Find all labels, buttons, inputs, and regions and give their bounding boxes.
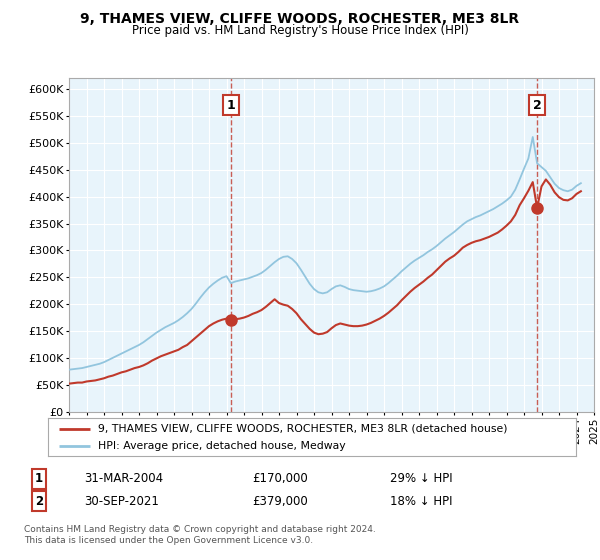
Text: £379,000: £379,000 [252,494,308,508]
Text: 9, THAMES VIEW, CLIFFE WOODS, ROCHESTER, ME3 8LR: 9, THAMES VIEW, CLIFFE WOODS, ROCHESTER,… [80,12,520,26]
Text: 29% ↓ HPI: 29% ↓ HPI [390,472,452,486]
Text: Contains HM Land Registry data © Crown copyright and database right 2024.
This d: Contains HM Land Registry data © Crown c… [24,525,376,545]
Text: £170,000: £170,000 [252,472,308,486]
Text: 30-SEP-2021: 30-SEP-2021 [84,494,159,508]
Text: HPI: Average price, detached house, Medway: HPI: Average price, detached house, Medw… [98,441,346,451]
Text: 31-MAR-2004: 31-MAR-2004 [84,472,163,486]
Text: 18% ↓ HPI: 18% ↓ HPI [390,494,452,508]
Text: Price paid vs. HM Land Registry's House Price Index (HPI): Price paid vs. HM Land Registry's House … [131,24,469,37]
Text: 1: 1 [35,472,43,486]
Text: 1: 1 [227,99,235,111]
Text: 2: 2 [35,494,43,508]
Text: 2: 2 [533,99,542,111]
Text: 9, THAMES VIEW, CLIFFE WOODS, ROCHESTER, ME3 8LR (detached house): 9, THAMES VIEW, CLIFFE WOODS, ROCHESTER,… [98,423,508,433]
